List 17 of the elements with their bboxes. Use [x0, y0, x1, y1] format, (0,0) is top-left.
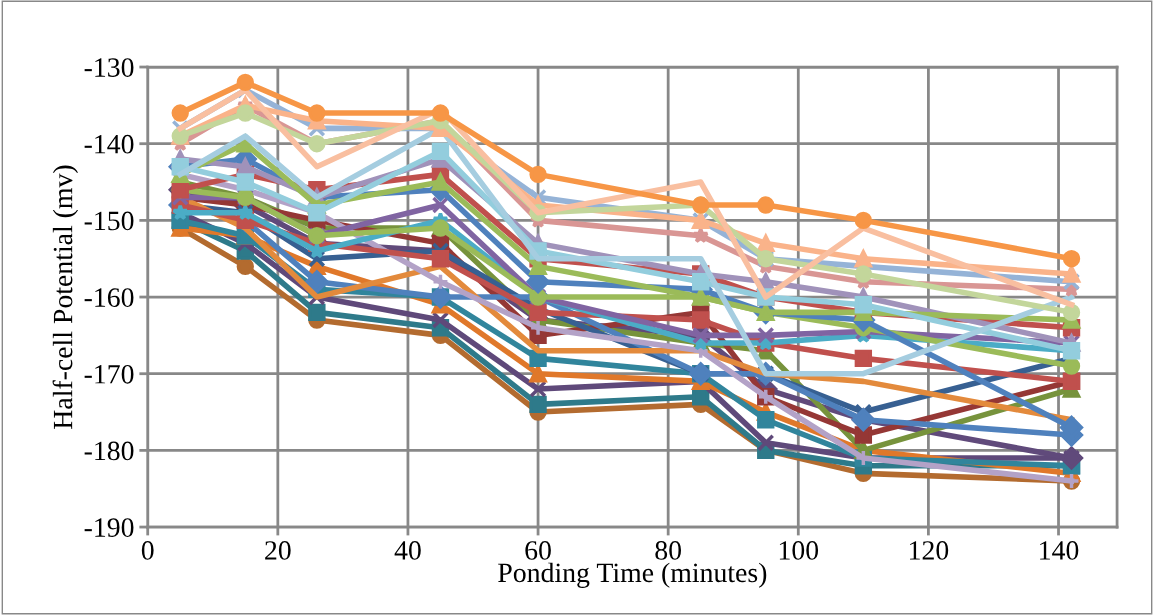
- y-axis-title: Half-cell Potential (mv): [52, 165, 79, 429]
- x-tick-label: 60: [525, 541, 551, 560]
- x-tick-label: 0: [141, 541, 154, 560]
- x-tick-label: 40: [394, 541, 421, 560]
- x-axis-title: Ponding Time (minutes): [498, 562, 767, 588]
- y-tick-label: -180: [84, 441, 134, 461]
- y-tick-label: -150: [84, 211, 134, 231]
- y-tick-label: -130: [84, 58, 134, 77]
- x-tick-label: 20: [265, 541, 291, 560]
- x-tick-label: 80: [655, 541, 681, 560]
- x-tick-label: 140: [1040, 541, 1079, 560]
- y-tick-label: -160: [84, 288, 134, 307]
- x-tick-label: 120: [910, 541, 949, 560]
- y-tick-label: -190: [84, 518, 134, 537]
- x-tick-label: 100: [779, 541, 819, 560]
- y-tick-label: -170: [84, 364, 134, 384]
- y-tick-label: -140: [84, 134, 134, 154]
